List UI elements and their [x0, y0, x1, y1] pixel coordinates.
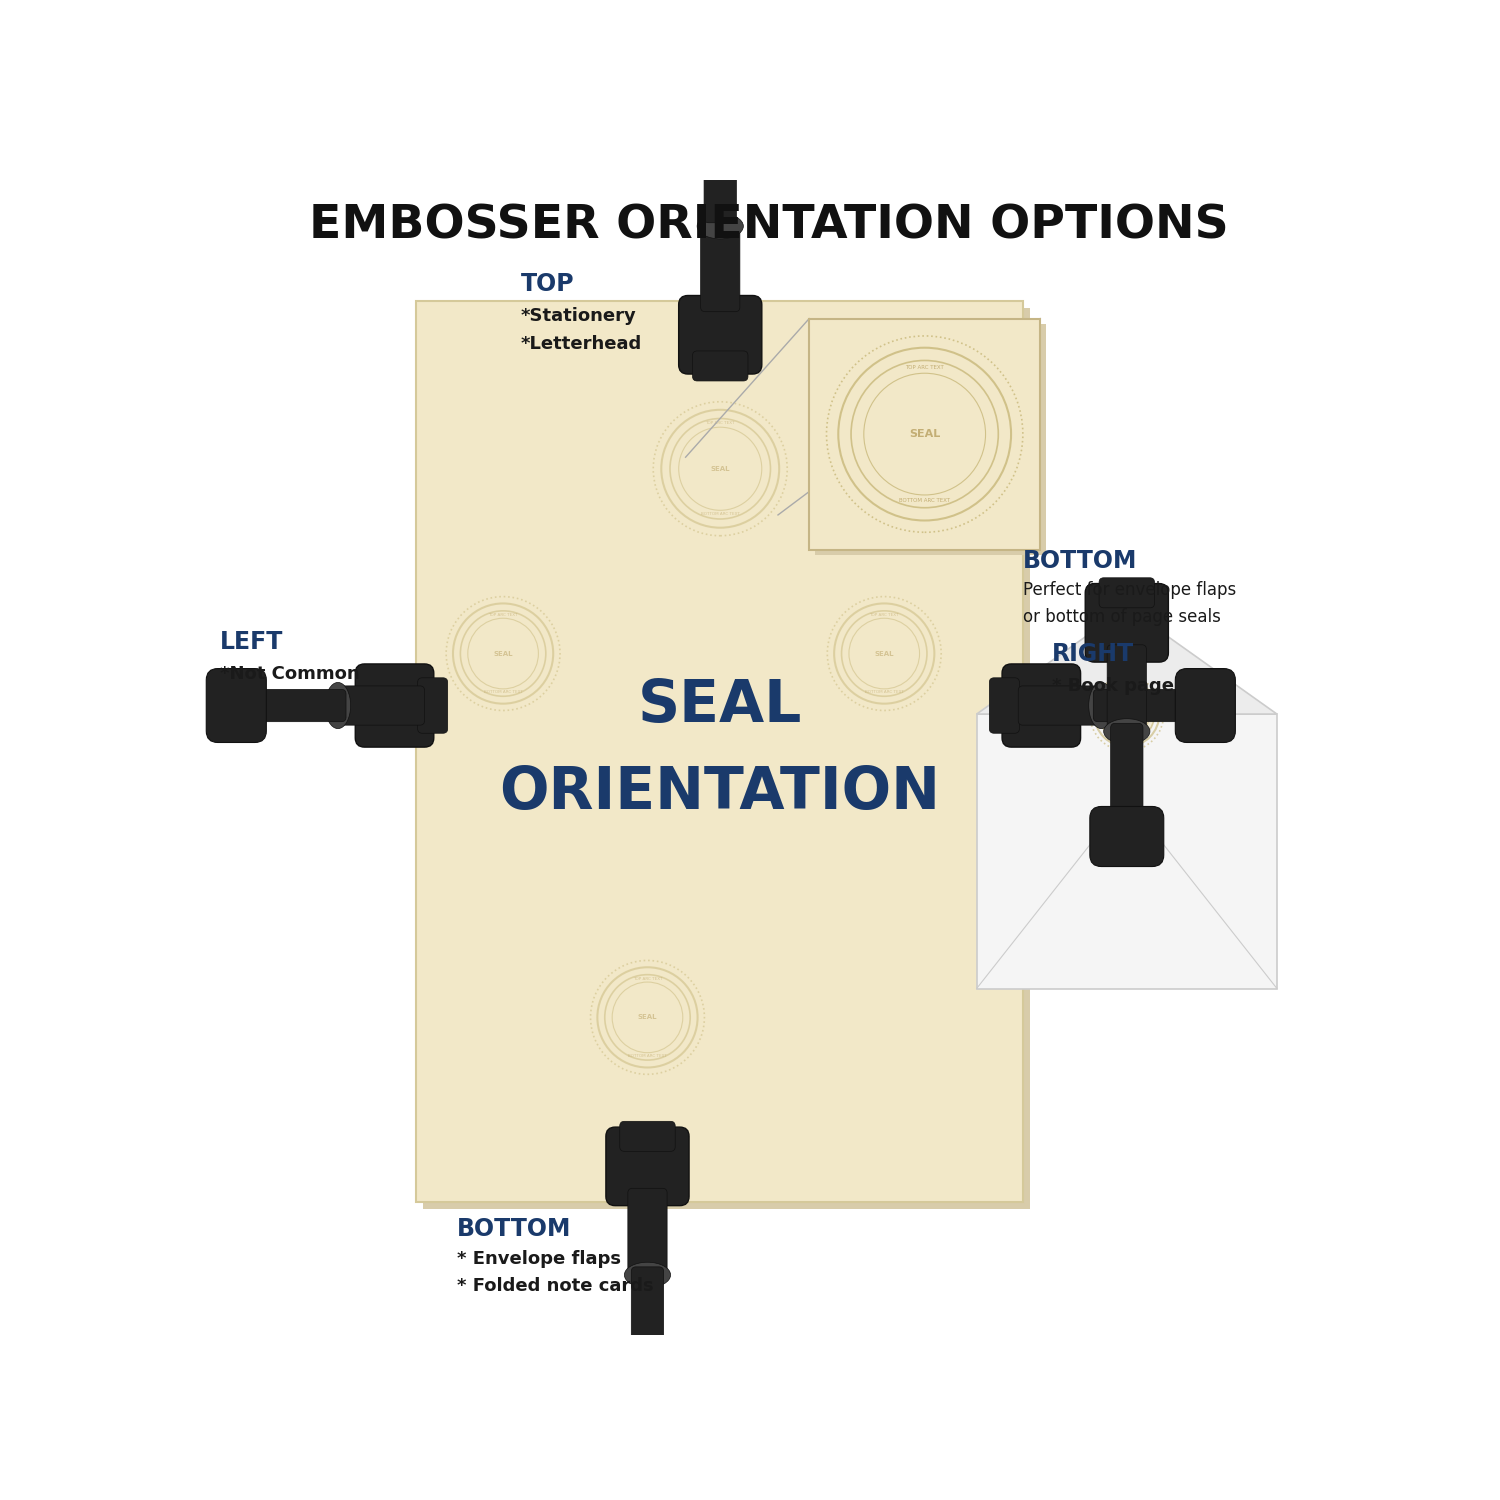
- FancyBboxPatch shape: [207, 669, 267, 742]
- Text: BOTTOM ARC TEXT: BOTTOM ARC TEXT: [700, 513, 740, 516]
- Ellipse shape: [1104, 718, 1150, 744]
- Text: ORIENTATION: ORIENTATION: [500, 764, 940, 820]
- FancyBboxPatch shape: [423, 308, 1030, 1209]
- FancyBboxPatch shape: [815, 324, 1046, 555]
- Text: EMBOSSER ORIENTATION OPTIONS: EMBOSSER ORIENTATION OPTIONS: [309, 204, 1228, 249]
- FancyBboxPatch shape: [1019, 686, 1106, 724]
- Text: * Book page: * Book page: [1052, 676, 1173, 694]
- FancyBboxPatch shape: [704, 132, 736, 222]
- Ellipse shape: [624, 1262, 670, 1287]
- FancyBboxPatch shape: [338, 686, 424, 724]
- FancyBboxPatch shape: [1176, 669, 1236, 742]
- Circle shape: [604, 975, 690, 1060]
- Text: TOP ARC TEXT: TOP ARC TEXT: [489, 614, 518, 616]
- FancyBboxPatch shape: [632, 1268, 663, 1368]
- FancyBboxPatch shape: [700, 228, 740, 312]
- Text: * Folded note cards: * Folded note cards: [458, 1278, 654, 1296]
- Text: or bottom of page seals: or bottom of page seals: [1023, 608, 1221, 625]
- FancyBboxPatch shape: [1084, 584, 1168, 662]
- FancyBboxPatch shape: [1090, 807, 1164, 867]
- Circle shape: [1100, 687, 1155, 742]
- Text: BOTTOM ARC TEXT: BOTTOM ARC TEXT: [898, 498, 950, 504]
- Circle shape: [670, 419, 771, 519]
- Text: BOTTOM: BOTTOM: [1023, 549, 1137, 573]
- Text: BOTTOM ARC TEXT: BOTTOM ARC TEXT: [628, 1054, 668, 1058]
- Text: RIGHT: RIGHT: [1052, 642, 1134, 666]
- Polygon shape: [976, 608, 1276, 714]
- Text: BOTTOM ARC TEXT: BOTTOM ARC TEXT: [865, 690, 903, 694]
- FancyBboxPatch shape: [678, 296, 762, 374]
- Text: *Stationery: *Stationery: [520, 308, 636, 326]
- FancyBboxPatch shape: [990, 678, 1020, 734]
- Text: TOP ARC TEXT: TOP ARC TEXT: [870, 614, 898, 616]
- Text: TOP ARC TEXT: TOP ARC TEXT: [1112, 687, 1142, 692]
- FancyBboxPatch shape: [232, 690, 346, 722]
- Text: Perfect for envelope flaps: Perfect for envelope flaps: [1023, 580, 1236, 598]
- Text: *Letterhead: *Letterhead: [520, 334, 642, 352]
- FancyBboxPatch shape: [356, 664, 434, 747]
- FancyBboxPatch shape: [976, 714, 1276, 988]
- FancyBboxPatch shape: [628, 1188, 668, 1276]
- FancyBboxPatch shape: [1094, 690, 1206, 722]
- FancyBboxPatch shape: [606, 1126, 688, 1206]
- Text: BOTTOM: BOTTOM: [458, 1216, 572, 1240]
- Ellipse shape: [698, 213, 744, 238]
- Text: TOP ARC TEXT: TOP ARC TEXT: [705, 422, 735, 424]
- Text: BOTTOM ARC TEXT: BOTTOM ARC TEXT: [1107, 736, 1146, 741]
- FancyBboxPatch shape: [417, 302, 1023, 1202]
- FancyBboxPatch shape: [808, 318, 1040, 549]
- Text: SEAL: SEAL: [638, 1014, 657, 1020]
- FancyBboxPatch shape: [417, 678, 447, 734]
- FancyBboxPatch shape: [1107, 645, 1146, 732]
- Text: BOTTOM ARC TEXT: BOTTOM ARC TEXT: [483, 690, 522, 694]
- FancyBboxPatch shape: [1110, 723, 1143, 825]
- FancyBboxPatch shape: [1100, 578, 1155, 608]
- FancyBboxPatch shape: [684, 98, 758, 158]
- Text: LEFT: LEFT: [220, 630, 284, 654]
- Text: SEAL: SEAL: [711, 465, 730, 471]
- FancyBboxPatch shape: [610, 1350, 684, 1410]
- FancyBboxPatch shape: [620, 1122, 675, 1152]
- Ellipse shape: [1089, 682, 1114, 729]
- Text: SEAL: SEAL: [874, 651, 894, 657]
- Text: SEAL: SEAL: [494, 651, 513, 657]
- Text: SEAL: SEAL: [638, 676, 802, 734]
- Circle shape: [850, 360, 999, 507]
- Text: SEAL: SEAL: [1118, 711, 1137, 717]
- Text: TOP ARC TEXT: TOP ARC TEXT: [906, 364, 944, 370]
- Circle shape: [842, 610, 927, 696]
- Text: TOP ARC TEXT: TOP ARC TEXT: [633, 976, 662, 981]
- Text: *Not Common: *Not Common: [220, 666, 360, 684]
- FancyBboxPatch shape: [1002, 664, 1080, 747]
- Ellipse shape: [326, 682, 351, 729]
- Circle shape: [460, 610, 546, 696]
- FancyBboxPatch shape: [693, 351, 748, 381]
- Text: * Envelope flaps: * Envelope flaps: [458, 1250, 621, 1268]
- Text: TOP: TOP: [520, 272, 574, 296]
- Text: SEAL: SEAL: [909, 429, 940, 439]
